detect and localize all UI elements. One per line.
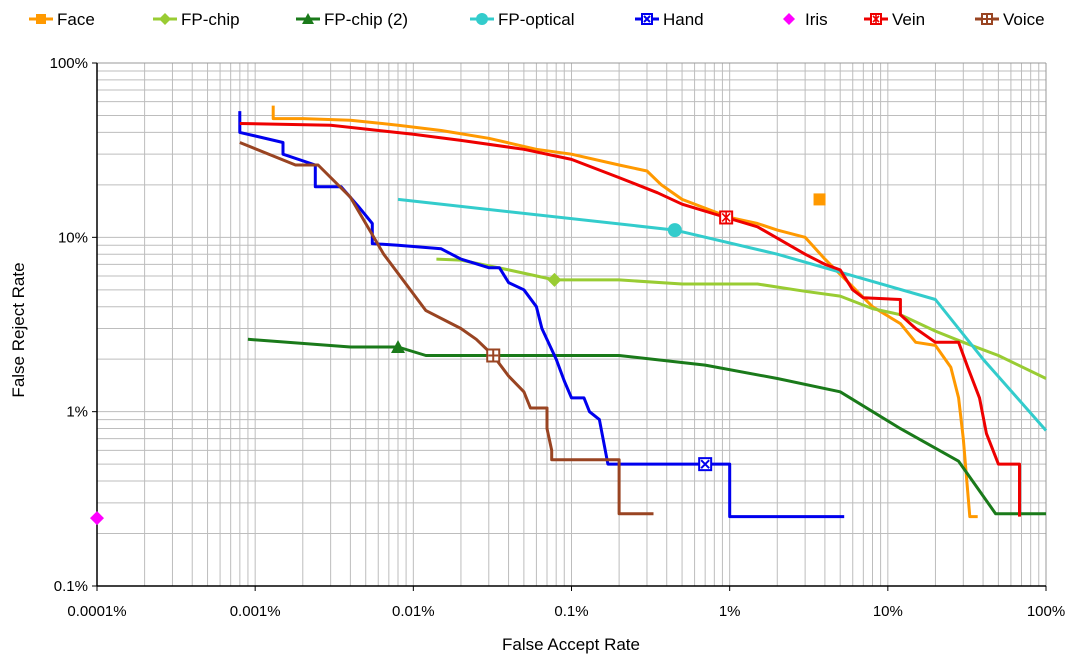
series-marker-vein	[719, 210, 734, 225]
y-tick-label: 100%	[50, 55, 88, 72]
series-marker-hand	[698, 457, 713, 472]
series-marker-fp-chip	[547, 272, 562, 287]
legend-swatch-marker	[981, 13, 993, 25]
legend-label: Hand	[663, 10, 704, 29]
series-marker-fp-chip-2	[391, 339, 406, 353]
legend-label: Iris	[805, 10, 828, 29]
series-line-fp-optical	[397, 197, 1048, 432]
x-tick-label: 0.1%	[554, 603, 588, 620]
series-vein	[239, 122, 1021, 517]
series-marker-iris	[90, 511, 104, 526]
x-tick-label: 0.01%	[392, 603, 435, 620]
x-tick-label: 100%	[1027, 603, 1065, 620]
series-marker-voice	[486, 348, 501, 363]
y-tick-label: 10%	[58, 229, 88, 246]
x-axis: 0.0001% 0.001% 0.01% 0.1% 1% 10% 100%	[67, 586, 1065, 620]
legend-swatch-marker	[302, 13, 314, 24]
legend: Face FP-chip FP-chip (2) FP-optical Hand Iris…	[29, 10, 1045, 29]
legend-label: Vein	[892, 10, 925, 29]
series-line-hand	[238, 111, 845, 519]
legend-item-face: Face	[29, 10, 95, 29]
x-tick-label: 1%	[719, 603, 741, 620]
legend-swatch-marker	[783, 13, 795, 25]
legend-swatch-marker	[476, 13, 488, 25]
legend-label: FP-optical	[498, 10, 575, 29]
series-line-vein	[239, 122, 1021, 517]
legend-swatch-marker	[36, 14, 46, 24]
series-line-face	[271, 105, 978, 519]
series-line-voice	[239, 141, 654, 516]
legend-item-voice: Voice	[975, 10, 1045, 29]
series-marker-face	[813, 193, 826, 206]
series-iris	[90, 511, 104, 526]
legend-label: Face	[57, 10, 95, 29]
legend-item-fp-chip: FP-chip	[153, 10, 240, 29]
legend-label: FP-chip (2)	[324, 10, 408, 29]
series-line-fp-chip	[436, 257, 1047, 380]
y-axis: 0.1% 1% 10% 100%	[50, 55, 97, 595]
series-fp-optical	[397, 197, 1048, 432]
y-tick-label: 0.1%	[54, 578, 88, 595]
x-tick-label: 0.001%	[230, 603, 281, 620]
series-marker-fp-optical	[667, 223, 682, 238]
series-hand	[238, 111, 845, 519]
legend-swatch-marker	[159, 13, 171, 25]
series-fp-chip-2	[247, 337, 1046, 516]
x-tick-label: 10%	[873, 603, 903, 620]
legend-label: FP-chip	[181, 10, 240, 29]
legend-item-fp-chip-2: FP-chip (2)	[296, 10, 408, 29]
legend-item-vein: Vein	[864, 10, 925, 29]
legend-item-hand: Hand	[635, 10, 704, 29]
series-layer	[90, 105, 1048, 526]
grid	[96, 63, 1046, 587]
series-voice	[239, 141, 654, 516]
y-tick-label: 1%	[66, 404, 88, 421]
series-face	[271, 105, 978, 519]
legend-swatch-marker	[641, 13, 653, 25]
legend-item-iris: Iris	[783, 10, 828, 29]
y-axis-title: False Reject Rate	[9, 262, 28, 397]
series-fp-chip	[436, 257, 1047, 380]
legend-item-fp-optical: FP-optical	[470, 10, 575, 29]
legend-label: Voice	[1003, 10, 1045, 29]
series-line-fp-chip-2	[247, 337, 1046, 516]
x-tick-label: 0.0001%	[67, 603, 126, 620]
legend-swatch-marker	[870, 13, 882, 25]
x-axis-title: False Accept Rate	[502, 635, 640, 654]
